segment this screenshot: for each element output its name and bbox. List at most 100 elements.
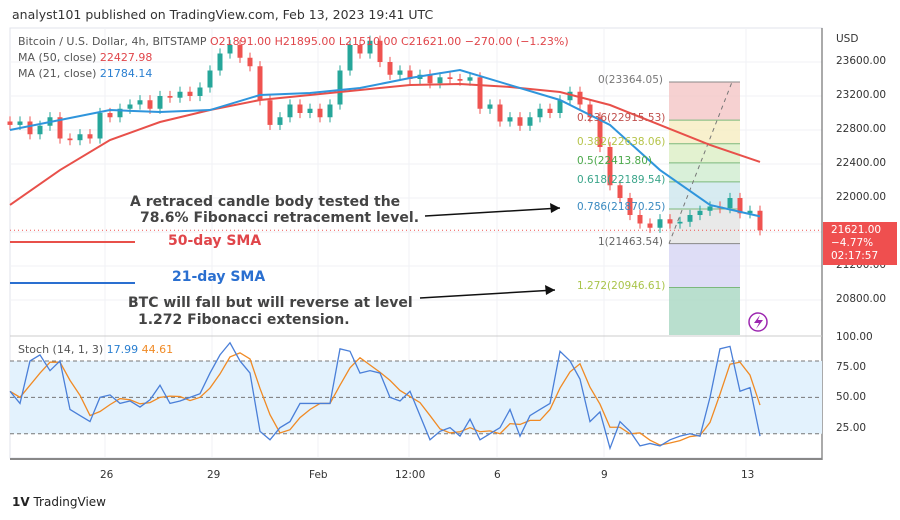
fib-label: 0.5(22413.80) — [577, 154, 652, 167]
candle-body — [307, 108, 313, 113]
candle-body — [537, 108, 543, 118]
bar-countdown: 02:17:57 — [831, 250, 879, 262]
symbol-title: Bitcoin / U.S. Dollar, 4h, BITSTAMP — [18, 35, 207, 48]
annotation-ext-1: BTC will fall but will reverse at level — [128, 295, 413, 311]
candle-body — [207, 70, 213, 88]
fib-band — [669, 209, 740, 244]
candle-body — [557, 100, 563, 113]
ohlc-high: H21895.00 — [274, 35, 336, 48]
candle-body — [397, 70, 403, 75]
candle-body — [57, 117, 63, 139]
candle-body — [67, 138, 73, 141]
candle-body — [17, 121, 23, 125]
candle-body — [277, 117, 283, 125]
time-tick: 26 — [100, 469, 114, 481]
candle-body — [667, 219, 673, 224]
annotation-sma21: 21-day SMA — [172, 269, 266, 285]
candle-body — [177, 91, 183, 98]
candle-body — [427, 74, 433, 84]
candle-body — [497, 104, 503, 122]
candle-body — [267, 100, 273, 125]
candle-body — [407, 70, 413, 79]
candle-body — [707, 206, 713, 211]
candle-body — [627, 198, 633, 215]
ma50-value: 22427.98 — [99, 51, 153, 64]
last-price: 21621.00 — [831, 224, 882, 236]
price-tick: 20800.00 — [836, 293, 887, 305]
price-tick: 23200.00 — [836, 89, 887, 101]
ohlc-close: C21621.00 — [401, 35, 462, 48]
candle-body — [347, 45, 353, 71]
candle-body — [437, 77, 443, 84]
candle-body — [247, 57, 253, 67]
candle-body — [217, 53, 223, 71]
lightning-icon — [748, 312, 768, 332]
candle-body — [187, 91, 193, 96]
candle-body — [687, 215, 693, 222]
candle-body — [7, 121, 13, 125]
candle-body — [37, 125, 43, 135]
last-change: −4.77% — [831, 237, 874, 249]
fib-band — [669, 287, 740, 335]
candle-body — [607, 147, 613, 186]
candle-body — [147, 100, 153, 109]
annotation-arrow — [419, 289, 556, 299]
candle-body — [637, 215, 643, 224]
annotation-ext-2: 1.272 Fibonacci extension. — [138, 312, 350, 328]
publisher-line: analyst101 published on TradingView.com,… — [12, 7, 434, 22]
annotation-sma50: 50-day SMA — [168, 233, 262, 249]
price-tick: 22800.00 — [836, 123, 887, 135]
candle-body — [567, 91, 573, 101]
candle-body — [227, 45, 233, 54]
ohlc-low: L21510.00 — [338, 35, 398, 48]
candle-body — [77, 134, 83, 141]
candle-body — [597, 117, 603, 147]
candle-body — [107, 113, 113, 118]
candle-body — [117, 108, 123, 118]
candle-body — [517, 117, 523, 126]
ohlc-open: O21891.00 — [209, 35, 272, 48]
candle-body — [547, 108, 553, 113]
fib-band — [669, 162, 740, 182]
candle-body — [367, 40, 373, 54]
tradingview-logo[interactable]: 𝟭𝗩 TradingView — [12, 495, 106, 509]
candle-body — [447, 77, 453, 79]
candle-body — [747, 210, 753, 214]
time-tick: 29 — [207, 469, 221, 481]
candle-body — [257, 66, 263, 101]
fib-label: 1.272(20946.61) — [577, 279, 666, 292]
annotation-retrace-1: A retraced candle body tested the — [130, 194, 401, 210]
currency-label: USD — [836, 33, 859, 45]
stoch-d-line — [9, 352, 761, 446]
candle-body — [87, 134, 93, 139]
price-tick: 22400.00 — [836, 157, 887, 169]
time-tick: Feb — [309, 469, 328, 481]
ohlc-change: −270.00 (−1.23%) — [464, 35, 569, 48]
candle-body — [467, 77, 473, 81]
candle-body — [357, 45, 363, 54]
last-price-badge: 21621.00 −4.77% 02:17:57 — [823, 222, 897, 265]
fib-band — [669, 120, 740, 144]
chart-legend: Bitcoin / U.S. Dollar, 4h, BITSTAMP O218… — [18, 34, 569, 82]
fib-label: 0.236(22915.53) — [577, 112, 666, 125]
candle-body — [297, 104, 303, 113]
candle-body — [327, 104, 333, 118]
fib-band — [669, 243, 740, 288]
ma21-value: 21784.14 — [99, 67, 153, 80]
lightning-bolt-icon — [754, 315, 763, 329]
candle-body — [167, 96, 173, 98]
stoch-tick: 100.00 — [836, 331, 873, 343]
candle-body — [617, 185, 623, 198]
fib-label: 0.382(22638.06) — [577, 135, 666, 148]
ma50-line — [9, 83, 761, 206]
fib-label: 1(21463.54) — [598, 235, 663, 248]
candle-body — [587, 104, 593, 118]
fib-trend-line — [668, 81, 733, 244]
stoch-tick: 75.00 — [836, 361, 867, 373]
candle-body — [287, 104, 293, 118]
fib-band — [669, 82, 740, 121]
arrow-head-icon — [550, 203, 560, 213]
candle-body — [737, 198, 743, 214]
candle-body — [677, 221, 683, 224]
